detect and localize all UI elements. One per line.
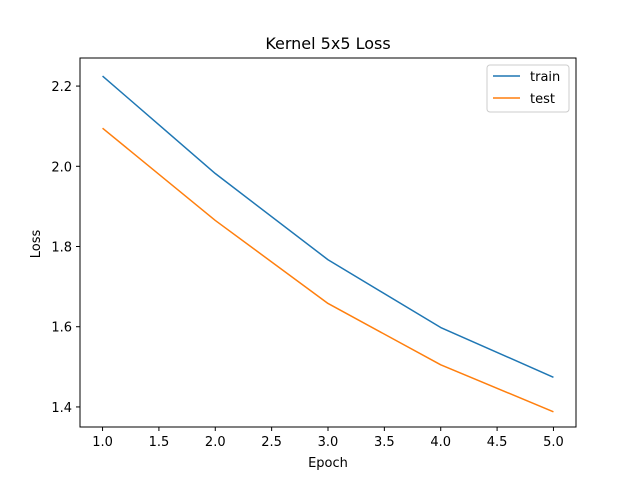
x-tick-label: 2.0 — [205, 435, 226, 450]
legend: train test — [486, 64, 570, 113]
x-tick-label: 2.5 — [261, 435, 282, 450]
x-tick-label: 4.5 — [487, 435, 508, 450]
x-tick-label: 1.5 — [149, 435, 170, 450]
chart-title: Kernel 5x5 Loss — [265, 34, 390, 53]
x-tick-label: 4.0 — [430, 435, 451, 450]
y-tick-label: 2.2 — [51, 80, 72, 95]
y-axis-label: Loss — [29, 230, 44, 259]
x-tick-label: 5.0 — [543, 435, 564, 450]
y-tick-label: 2.0 — [51, 160, 72, 175]
legend-label-train: train — [530, 70, 560, 85]
series-line-test — [102, 127, 554, 413]
y-tick-label: 1.4 — [51, 401, 72, 416]
x-axis-label: Epoch — [308, 456, 348, 471]
x-tick-label: 3.5 — [374, 435, 395, 450]
legend-label-test: test — [530, 92, 555, 107]
y-tick-label: 1.8 — [51, 241, 72, 256]
y-tick-label: 1.6 — [51, 321, 72, 336]
x-tick-label: 3.0 — [318, 435, 339, 450]
series-line-train — [102, 75, 554, 378]
x-tick-label: 1.0 — [92, 435, 113, 450]
plot-area — [102, 75, 554, 413]
